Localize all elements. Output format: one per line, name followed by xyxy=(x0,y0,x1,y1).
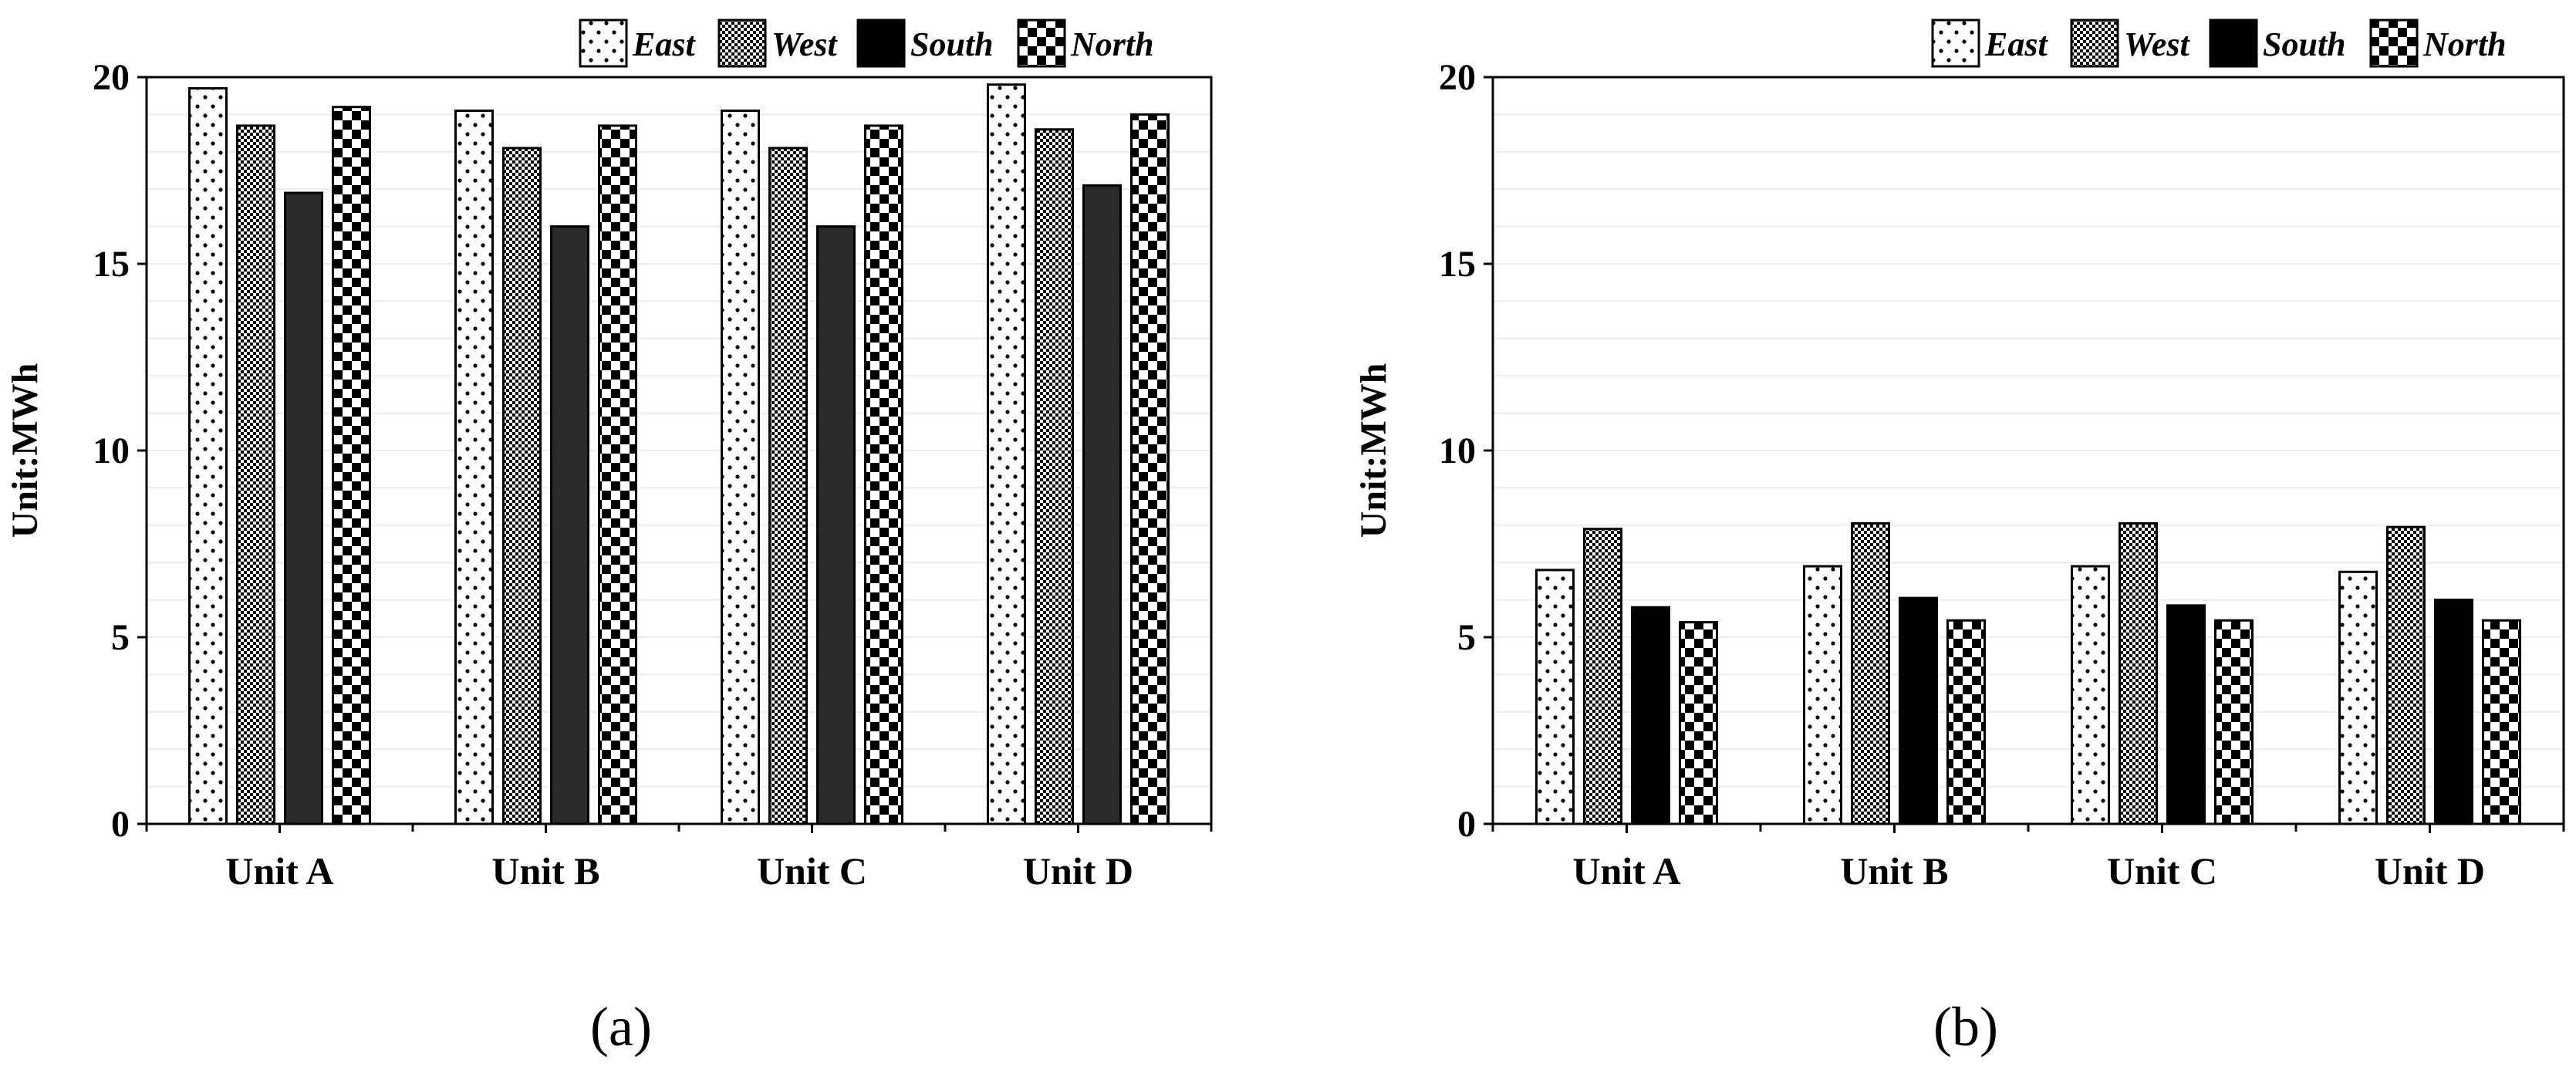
legend-swatch-west xyxy=(717,19,767,68)
y-tick-label: 10 xyxy=(93,430,130,471)
bar-south-unit-c xyxy=(816,225,856,825)
legend-label-east: East xyxy=(1984,25,2048,63)
legend-swatch-south xyxy=(856,19,906,68)
bar-north-unit-a xyxy=(1679,621,1718,825)
bar-north-unit-b xyxy=(1946,619,1986,825)
bar-east-unit-a xyxy=(1535,569,1575,825)
legend-label-north: North xyxy=(2422,25,2507,63)
legend-swatch-north xyxy=(2369,19,2419,68)
panel-label: (a) xyxy=(590,996,652,1058)
y-tick-label: 0 xyxy=(111,804,130,845)
chart-layer: 0 5 10 15 20 Unit A Unit B Unit C Unit D Unit:MWh… xyxy=(5,19,2565,1058)
y-axis-label: Unit:MWh xyxy=(5,363,46,538)
bar-south-unit-a xyxy=(284,191,323,825)
x-tick-label: Unit C xyxy=(2107,849,2217,893)
bar-south-unit-d xyxy=(2434,599,2473,825)
x-tick-label: Unit D xyxy=(1023,849,1133,893)
panel-label: (b) xyxy=(1933,996,1998,1058)
bar-west-unit-c xyxy=(768,147,808,825)
chart-panel-a: 0 5 10 15 20 Unit A Unit B Unit C Unit D Unit:MWh… xyxy=(5,19,1213,1058)
legend-swatch-west xyxy=(2070,19,2119,68)
x-tick-label: Unit B xyxy=(491,849,599,893)
bar-east-unit-c xyxy=(721,110,760,825)
legend-label-west: West xyxy=(771,25,839,63)
bar-east-unit-d xyxy=(987,83,1026,825)
bar-west-unit-b xyxy=(1851,521,1890,825)
bar-north-unit-d xyxy=(2482,619,2521,825)
x-tick-label: Unit A xyxy=(225,849,333,893)
bar-south-unit-b xyxy=(1899,596,1938,825)
y-tick-label: 5 xyxy=(111,617,130,658)
bar-east-unit-b xyxy=(1803,565,1842,825)
bar-north-unit-b xyxy=(598,124,637,825)
legend-label-north: North xyxy=(1070,25,1154,63)
bar-west-unit-a xyxy=(236,124,275,825)
legend-label-west: West xyxy=(2124,25,2191,63)
y-axis-label: Unit:MWh xyxy=(1353,363,1394,538)
y-tick-label: 10 xyxy=(1439,430,1476,471)
bar-south-unit-a xyxy=(1631,606,1670,825)
legend-swatch-east xyxy=(1931,19,1980,68)
y-tick-label: 15 xyxy=(93,244,130,285)
bar-north-unit-d xyxy=(1130,113,1170,825)
legend-swatch-north xyxy=(1017,19,1066,68)
y-tick-label: 15 xyxy=(1439,244,1476,285)
legend-swatch-east xyxy=(579,19,628,68)
bar-west-unit-d xyxy=(1035,128,1074,825)
bar-south-unit-d xyxy=(1082,184,1122,825)
x-tick-label: Unit C xyxy=(757,849,867,893)
chart-panel-b: 0 5 10 15 20 Unit A Unit B Unit C Unit D Unit:MWh… xyxy=(1353,19,2565,1058)
bar-north-unit-a xyxy=(332,106,371,825)
y-tick-label: 20 xyxy=(1439,57,1476,98)
bar-west-unit-c xyxy=(2119,521,2158,825)
legend-label-east: East xyxy=(632,25,696,63)
legend-swatch-south xyxy=(2209,19,2258,68)
x-tick-label: Unit D xyxy=(2375,849,2485,893)
bar-west-unit-a xyxy=(1583,528,1622,825)
bar-east-unit-a xyxy=(188,87,228,825)
bar-west-unit-d xyxy=(2386,525,2426,825)
bar-west-unit-b xyxy=(502,147,542,825)
bar-south-unit-c xyxy=(2166,604,2206,825)
legend-label-south: South xyxy=(910,25,994,63)
y-tick-label: 20 xyxy=(93,57,130,98)
bar-east-unit-b xyxy=(454,110,494,825)
bar-east-unit-d xyxy=(2338,570,2378,825)
y-tick-label: 0 xyxy=(1457,804,1476,845)
legend-label-south: South xyxy=(2263,25,2346,63)
x-tick-label: Unit B xyxy=(1840,849,1948,893)
bar-east-unit-c xyxy=(2071,565,2110,825)
y-tick-label: 5 xyxy=(1457,617,1476,658)
bar-north-unit-c xyxy=(2214,619,2254,825)
bar-south-unit-b xyxy=(550,225,589,825)
bar-north-unit-c xyxy=(864,124,903,825)
x-tick-label: Unit A xyxy=(1572,849,1680,893)
